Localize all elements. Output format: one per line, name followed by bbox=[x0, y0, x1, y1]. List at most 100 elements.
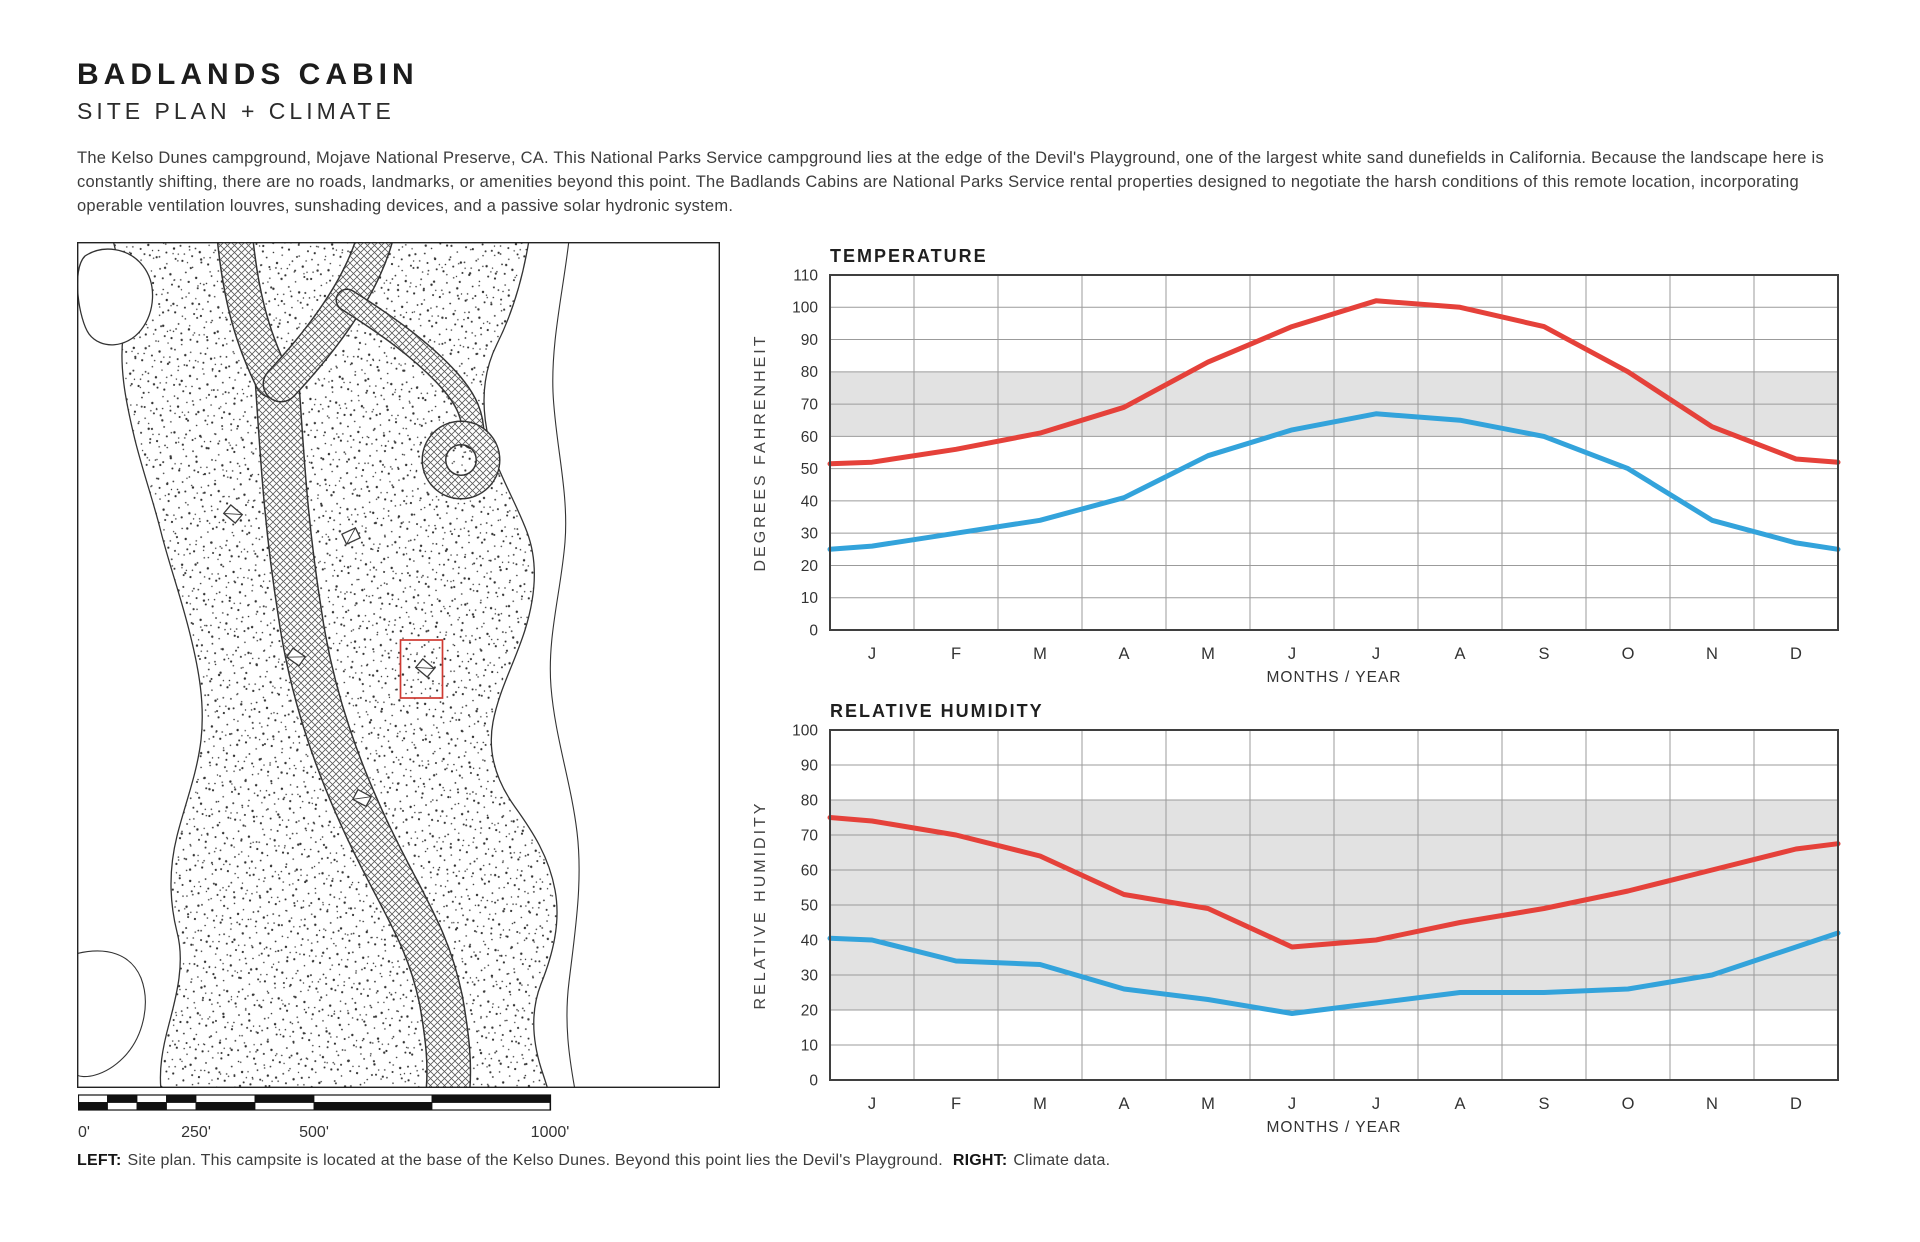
month-label: F bbox=[951, 1095, 961, 1113]
y-tick-label: 100 bbox=[792, 300, 818, 317]
cabin-marker bbox=[351, 788, 373, 808]
month-label: J bbox=[868, 1095, 876, 1113]
plot-area bbox=[827, 274, 1841, 631]
scale-segment bbox=[431, 1094, 551, 1103]
y-tick-label: 0 bbox=[809, 1072, 818, 1089]
y-tick-label: 40 bbox=[801, 932, 819, 949]
y-tick-label: 20 bbox=[801, 1002, 819, 1019]
y-tick-label: 70 bbox=[801, 827, 819, 844]
scale-segment bbox=[195, 1102, 256, 1111]
scale-label: 1000' bbox=[531, 1124, 570, 1141]
y-tick-label: 20 bbox=[801, 558, 819, 575]
scale-segment bbox=[78, 1094, 108, 1103]
humidity-chart: 0 10 20 30 40 50 60 70 80 90 100 J F M A M J J A S O N D MONTHS… bbox=[752, 701, 1841, 1136]
month-label: N bbox=[1706, 645, 1718, 663]
page-title: BADLANDS CABIN bbox=[77, 58, 419, 91]
scale-label: 500' bbox=[299, 1124, 329, 1141]
scale-segment bbox=[313, 1102, 433, 1111]
site-plan-map bbox=[77, 242, 720, 1088]
scale-segment bbox=[254, 1094, 315, 1103]
y-axis-label: RELATIVE HUMIDITY bbox=[752, 801, 769, 1010]
scale-segment bbox=[431, 1102, 551, 1111]
scale-segment bbox=[78, 1102, 108, 1111]
month-label: S bbox=[1538, 645, 1549, 663]
y-tick-label: 40 bbox=[801, 493, 819, 510]
month-label: N bbox=[1706, 1095, 1718, 1113]
month-label: O bbox=[1622, 1095, 1635, 1113]
x-axis-label: MONTHS / YEAR bbox=[1266, 669, 1401, 686]
month-label: A bbox=[1454, 645, 1465, 663]
caption-left-text: Site plan. This campsite is located at t… bbox=[127, 1152, 943, 1169]
month-label: J bbox=[1288, 1095, 1296, 1113]
month-label: A bbox=[1118, 645, 1129, 663]
month-label: D bbox=[1790, 1095, 1802, 1113]
page-subtitle: SITE PLAN + CLIMATE bbox=[77, 98, 395, 124]
month-label: F bbox=[951, 645, 961, 663]
y-tick-label: 0 bbox=[809, 622, 818, 639]
plot-area bbox=[827, 729, 1841, 1081]
plot-border bbox=[829, 274, 1839, 631]
map-contents bbox=[77, 242, 720, 1088]
temperature-chart: 0 10 20 30 40 50 60 70 80 90 100 110 J F M A M J J A S O N D MON… bbox=[752, 246, 1841, 686]
month-label: S bbox=[1538, 1095, 1549, 1113]
outcrop-contour bbox=[549, 242, 580, 1088]
y-tick-label: 10 bbox=[801, 590, 819, 607]
month-label: J bbox=[868, 645, 876, 663]
caption-left-label: LEFT: bbox=[77, 1152, 122, 1169]
month-label: A bbox=[1454, 1095, 1465, 1113]
site-highlight-box bbox=[399, 639, 444, 699]
scale-segment bbox=[166, 1102, 197, 1111]
y-tick-label: 60 bbox=[801, 429, 819, 446]
y-tick-label: 110 bbox=[793, 267, 818, 284]
y-tick-label: 80 bbox=[801, 792, 819, 809]
y-tick-label: 60 bbox=[801, 862, 819, 879]
caption-right-text: Climate data. bbox=[1013, 1152, 1111, 1169]
outcrop-outline bbox=[77, 242, 203, 1088]
scale-segment bbox=[136, 1094, 167, 1103]
y-tick-label: 10 bbox=[801, 1037, 819, 1054]
month-label: M bbox=[1201, 645, 1215, 663]
scale-segment bbox=[313, 1094, 433, 1103]
month-label: A bbox=[1118, 1095, 1129, 1113]
scale-segment bbox=[136, 1102, 167, 1111]
month-label: J bbox=[1372, 645, 1380, 663]
outcrop-outline bbox=[77, 248, 154, 346]
y-tick-label: 70 bbox=[801, 397, 819, 414]
y-axis-label: DEGREES FAHRENHEIT bbox=[752, 333, 769, 571]
chart-title: RELATIVE HUMIDITY bbox=[830, 701, 1044, 721]
month-label: J bbox=[1372, 1095, 1380, 1113]
y-tick-label: 90 bbox=[801, 757, 819, 774]
scale-segment bbox=[166, 1094, 197, 1103]
chart-title: TEMPERATURE bbox=[830, 246, 988, 266]
y-tick-label: 90 bbox=[801, 332, 819, 349]
y-tick-label: 30 bbox=[801, 526, 819, 543]
month-label: M bbox=[1033, 1095, 1047, 1113]
x-axis-label: MONTHS / YEAR bbox=[1266, 1119, 1401, 1136]
scale-segment bbox=[254, 1102, 315, 1111]
y-tick-label: 50 bbox=[801, 897, 819, 914]
month-label: O bbox=[1622, 645, 1635, 663]
plot-border bbox=[829, 729, 1839, 1081]
map-scale-bar: 0' 250' 500' 1000' bbox=[78, 1094, 570, 1141]
cabin-marker bbox=[285, 647, 307, 667]
y-tick-label: 80 bbox=[801, 364, 819, 381]
cabin-marker bbox=[341, 526, 361, 546]
outcrop-contour bbox=[77, 950, 146, 1078]
y-tick-label: 30 bbox=[801, 967, 819, 984]
month-label: M bbox=[1033, 645, 1047, 663]
month-label: J bbox=[1288, 645, 1296, 663]
map-border bbox=[77, 242, 720, 1088]
series-line-low bbox=[827, 930, 1841, 1016]
series-line-high bbox=[827, 298, 1841, 467]
scale-segment bbox=[107, 1094, 138, 1103]
scale-label: 250' bbox=[181, 1124, 211, 1141]
scale-segment bbox=[195, 1094, 256, 1103]
scale-label: 0' bbox=[78, 1124, 90, 1141]
scale-segment bbox=[107, 1102, 138, 1111]
cabin-marker bbox=[399, 639, 444, 699]
outcrop-outline bbox=[483, 242, 720, 1088]
y-tick-label: 100 bbox=[792, 722, 818, 739]
series-line-high bbox=[827, 815, 1841, 950]
y-tick-label: 50 bbox=[801, 461, 819, 478]
